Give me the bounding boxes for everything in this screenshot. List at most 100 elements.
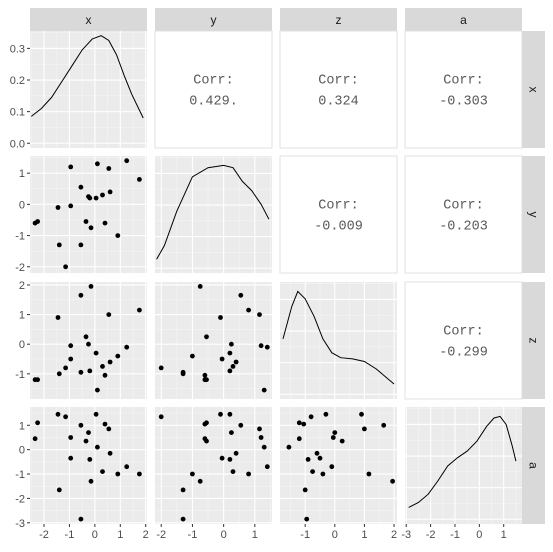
x-tick-label-y: -1 (188, 529, 198, 541)
point-z-y-7 (238, 292, 244, 298)
point-a-y-21 (246, 471, 252, 477)
panel-a-y (155, 407, 272, 524)
panel-z-y (155, 282, 272, 399)
corr-label-x-z: Corr: (318, 74, 359, 89)
point-a-x-9 (83, 438, 89, 444)
point-z-x-15 (100, 364, 105, 369)
point-a-y-16 (202, 421, 208, 427)
point-a-y-2 (218, 411, 223, 417)
x-tick-label-x: -1 (65, 529, 75, 541)
point-z-x-21 (137, 307, 142, 313)
point-y-x-18 (107, 189, 113, 195)
point-a-z-20 (329, 464, 335, 470)
y-tick-label-a: -2 (15, 493, 25, 505)
panel-x-a (404, 30, 523, 149)
y-tick-label-y: -1 (15, 231, 25, 243)
point-a-x-1 (35, 420, 40, 426)
point-a-z-4 (308, 414, 314, 420)
x-tick-label-y: 1 (252, 529, 258, 541)
y-tick-label-x: 0.0 (10, 138, 25, 150)
column-strip-a (405, 8, 522, 31)
point-y-x-6 (68, 203, 74, 209)
y-tick-label-x: 0.3 (10, 43, 25, 55)
corr-value-x-a: -0.303 (439, 95, 488, 110)
point-a-y-14 (261, 444, 267, 450)
point-y-x-19 (115, 233, 121, 239)
y-tick-label-z: -1 (15, 369, 25, 381)
point-a-x-17 (106, 426, 112, 432)
column-strip-label-z: z (336, 13, 342, 27)
point-a-x-20 (124, 464, 130, 470)
point-a-y-17 (257, 426, 262, 432)
y-tick-label-a: -3 (15, 518, 25, 530)
y-tick-label-x: 0.1 (10, 107, 25, 119)
point-y-x-12 (88, 225, 94, 231)
point-z-x-11 (87, 368, 93, 374)
x-tick-label-z: 0 (332, 529, 338, 541)
point-a-x-13 (93, 411, 99, 417)
point-a-z-15 (310, 469, 315, 474)
point-a-y-6 (219, 455, 225, 461)
point-a-z-16 (301, 421, 307, 427)
point-a-x-16 (102, 421, 108, 427)
x-tick-label-z: 1 (361, 529, 367, 541)
panel-y-y (155, 156, 272, 273)
point-z-x-8 (78, 369, 84, 375)
column-strip-label-y: y (211, 13, 217, 27)
corr-value-x-z: 0.324 (318, 95, 359, 110)
point-y-x-17 (106, 166, 112, 171)
point-a-z-21 (366, 471, 372, 477)
point-y-x-7 (78, 184, 84, 190)
corr-value-y-a: -0.203 (439, 220, 488, 235)
point-z-x-6 (68, 356, 74, 362)
point-a-z-10 (332, 430, 338, 435)
point-z-y-18 (233, 359, 239, 365)
point-z-y-4 (158, 365, 164, 371)
y-tick-label-y: -2 (15, 262, 25, 274)
x-tick-label-a: -1 (450, 529, 460, 541)
panel-z-a (404, 281, 523, 400)
point-z-x-17 (106, 312, 112, 317)
point-z-y-11 (227, 368, 233, 374)
panel-y-a (404, 155, 523, 274)
density-curve-a (408, 415, 517, 508)
row-strip-y (522, 156, 545, 273)
point-a-y-9 (204, 438, 209, 444)
point-y-x-15 (100, 192, 105, 198)
point-y-x-16 (102, 220, 108, 226)
column-strip-label-a: a (460, 13, 467, 27)
point-a-x-18 (107, 450, 113, 456)
point-a-x-12 (88, 478, 94, 484)
y-tick-label-a: 1 (19, 420, 25, 432)
panel-y-x (30, 156, 147, 273)
point-a-x-2 (55, 411, 61, 417)
point-y-x-21 (137, 177, 142, 182)
point-a-y-11 (227, 457, 233, 462)
point-a-z-13 (323, 411, 329, 417)
density-curve-y (156, 164, 270, 260)
point-z-x-1 (35, 377, 40, 383)
panel-z-x (30, 282, 147, 399)
point-a-z-11 (305, 457, 311, 462)
point-z-x-14 (95, 387, 100, 393)
point-z-y-14 (261, 387, 267, 393)
point-z-y-2 (218, 315, 223, 320)
point-a-y-7 (238, 422, 244, 428)
y-tick-label-y: 1 (19, 168, 25, 180)
point-z-x-13 (93, 350, 99, 356)
corr-label-x-a: Corr: (443, 74, 484, 89)
point-a-y-4 (158, 414, 164, 420)
point-z-x-19 (115, 353, 121, 359)
point-a-z-0 (296, 436, 302, 442)
point-a-z-5 (330, 435, 336, 440)
point-z-y-6 (219, 356, 225, 362)
point-a-x-15 (100, 469, 105, 474)
point-z-y-5 (258, 343, 264, 349)
point-z-x-4 (63, 365, 68, 371)
point-a-x-21 (137, 471, 142, 477)
x-tick-label-a: -2 (426, 529, 436, 541)
panel-a-z (280, 407, 397, 524)
corr-value-y-z: -0.009 (314, 220, 363, 235)
panel-x-z (279, 30, 398, 149)
